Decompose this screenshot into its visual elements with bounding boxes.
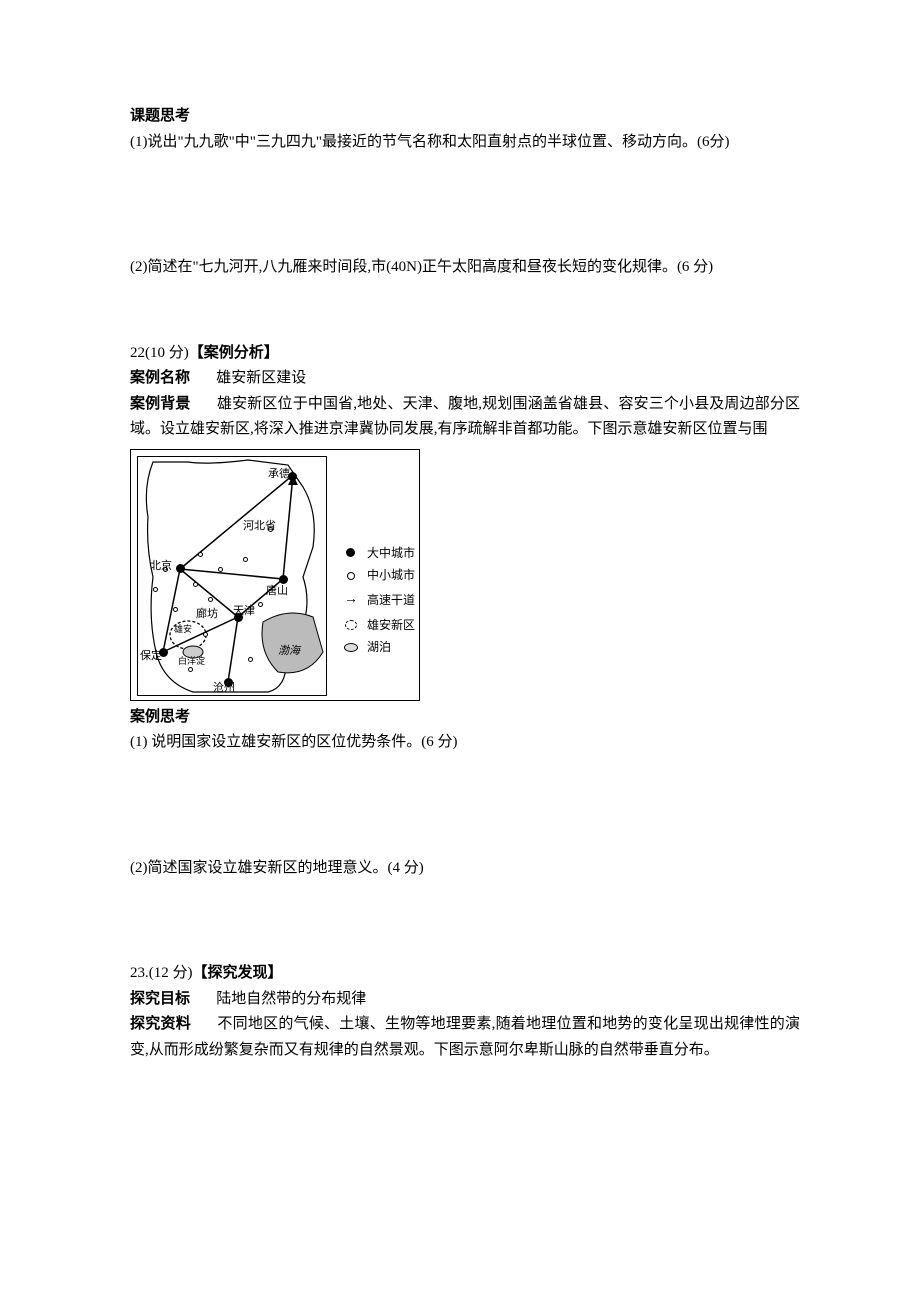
legend-row-smallcity: 中小城市 — [341, 564, 415, 587]
legend-highway-label: 高速干道 — [367, 589, 415, 612]
map-inner-panel: 承德 河北省 北京 唐山 廊坊 天津 保定 雄安 白洋淀 沧州 渤海 — [137, 456, 327, 696]
explore-material-label: 探究资料 — [130, 1016, 191, 1032]
xiongan-map-figure: 承德 河北省 北京 唐山 廊坊 天津 保定 雄安 白洋淀 沧州 渤海 大中城市 … — [130, 449, 420, 701]
explore-target-text: 陆地自然带的分布规律 — [216, 991, 366, 1007]
q22-case-background-row: 案例背景 雄安新区位于中国省,地处、天津、腹地,规划围涵盖省雄县、容安三个小县及… — [130, 392, 800, 443]
q22-sub2: (2)简述国家设立雄安新区的地理意义。(4 分) — [130, 856, 800, 882]
answer-space-1 — [130, 155, 800, 255]
city-dot-beijing — [176, 564, 185, 573]
label-chengde: 承德 — [268, 465, 290, 484]
label-beijing: 北京 — [150, 557, 172, 576]
q23-material-row: 探究资料 不同地区的气候、土壤、生物等地理要素,随着地理位置和地势的变化呈现出规… — [130, 1012, 800, 1063]
answer-space-q22-2b — [130, 941, 800, 961]
q23-target-row: 探究目标 陆地自然带的分布规律 — [130, 987, 800, 1013]
answer-space-q22-1 — [130, 756, 800, 856]
q22-number: 22(10 分) — [130, 345, 189, 361]
case-name-label: 案例名称 — [130, 370, 190, 386]
case-name-text: 雄安新区建设 — [216, 370, 306, 386]
label-baiyangdian: 白洋淀 — [178, 654, 205, 669]
q22-case-name-row: 案例名称 雄安新区建设 — [130, 366, 800, 392]
map-legend: 大中城市 中小城市 → 高速干道 雄安新区 湖泊 — [341, 542, 415, 660]
label-tianjin: 天津 — [233, 602, 255, 621]
label-hebei: 河北省 — [243, 517, 276, 536]
small-dot-11 — [153, 587, 158, 592]
question-2: (2)简述在"七九河开,八九雁来时间段,市(40N)正午太阳高度和昼夜长短的变化… — [130, 255, 800, 281]
q23-number: 23.(12 分) — [130, 965, 193, 981]
label-bohai: 渤海 — [278, 642, 300, 661]
case-thinking-heading: 案例思考 — [130, 705, 800, 731]
question-1: (1)说出"九九歌"中"三九四九"最接近的节气名称和太阳直射点的半球位置、移动方… — [130, 130, 800, 156]
q23-tag: 【探究发现】 — [193, 965, 283, 981]
label-tangshan: 唐山 — [266, 582, 288, 601]
city-dot-langfang — [208, 597, 213, 602]
legend-xiongan-label: 雄安新区 — [367, 614, 415, 637]
legend-row-xiongan: 雄安新区 — [341, 614, 415, 637]
legend-row-highway: → 高速干道 — [341, 587, 415, 614]
q22-header: 22(10 分)【案例分析】 — [130, 341, 800, 367]
legend-lake-label: 湖泊 — [367, 636, 391, 659]
topic-thinking-heading: 课题思考 — [130, 104, 800, 130]
q22-sub1: (1) 说明国家设立雄安新区的区位优势条件。(6 分) — [130, 730, 800, 756]
road-2 — [180, 569, 283, 579]
legend-bigcity-label: 大中城市 — [367, 542, 415, 565]
legend-row-bigcity: 大中城市 — [341, 542, 415, 565]
small-dot-10 — [173, 607, 178, 612]
legend-row-lake: 湖泊 — [341, 636, 415, 659]
legend-arrow-icon: → — [341, 587, 361, 614]
explore-target-label: 探究目标 — [130, 991, 190, 1007]
legend-dashed-circle-icon — [341, 620, 361, 630]
label-xiongan-area: 雄安 — [174, 622, 192, 637]
small-dot-3 — [218, 567, 223, 572]
label-cangzhou: 沧州 — [213, 679, 235, 696]
case-bg-text: 雄安新区位于中国省,地处、天津、腹地,规划围涵盖省雄县、容安三个小县及周边部分区… — [130, 396, 800, 438]
case-bg-label: 案例背景 — [130, 396, 191, 412]
small-dot-5 — [193, 582, 198, 587]
answer-space-2 — [130, 281, 800, 341]
legend-dot-hollow-icon — [341, 572, 361, 580]
small-dot-2 — [198, 552, 203, 557]
legend-smallcity-label: 中小城市 — [367, 564, 415, 587]
q22-tag: 【案例分析】 — [189, 345, 279, 361]
small-dot-8 — [248, 657, 253, 662]
label-baoding: 保定 — [140, 647, 162, 666]
road-8 — [283, 475, 293, 579]
explore-material-text: 不同地区的气候、土壤、生物等地理要素,随着地理位置和地势的变化呈现出规律性的演变… — [130, 1016, 800, 1058]
road-5 — [228, 617, 238, 682]
small-dot-9 — [203, 632, 208, 637]
road-1 — [180, 475, 293, 569]
legend-dot-filled-icon — [341, 548, 361, 557]
small-dot-4 — [243, 557, 248, 562]
label-langfang: 廊坊 — [196, 605, 218, 624]
q23-header: 23.(12 分)【探究发现】 — [130, 961, 800, 987]
legend-lake-icon — [341, 643, 361, 652]
answer-space-q22-2 — [130, 881, 800, 941]
small-dot-6 — [258, 602, 263, 607]
